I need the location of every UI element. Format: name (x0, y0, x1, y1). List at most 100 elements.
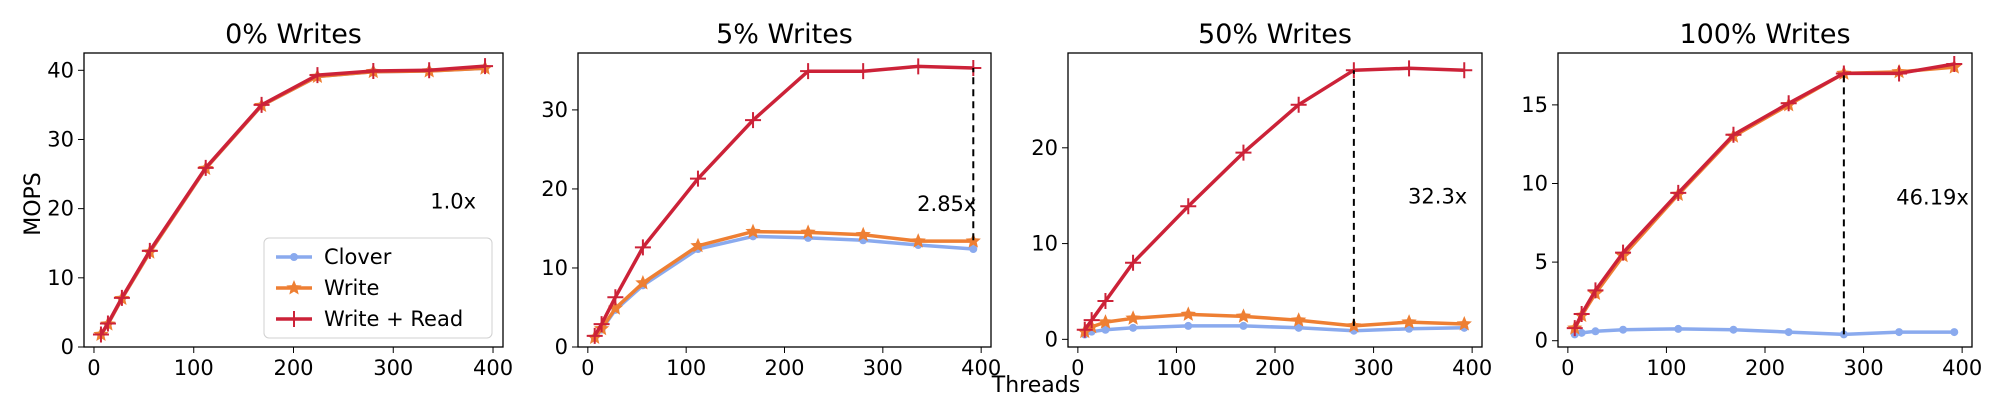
data-point (1573, 305, 1590, 322)
panel-title: 5% Writes (716, 19, 853, 50)
data-point (1615, 244, 1632, 261)
data-point (855, 63, 872, 80)
legend-item: Write (276, 276, 379, 300)
x-tick-label: 400 (473, 356, 513, 380)
x-tick-label: 200 (764, 356, 804, 380)
data-point (1784, 328, 1793, 337)
y-tick-label: 0 (555, 335, 568, 359)
data-point (965, 233, 981, 248)
series-write-read (1566, 56, 1963, 337)
plot-frame (1067, 52, 1483, 348)
data-point (1129, 323, 1138, 332)
x-axis-label: Threads (991, 373, 1080, 398)
data-point (1577, 328, 1586, 337)
panel-2: 5% Writes 0 100 200 300 400 0 10 20 30 2.85x (541, 19, 1001, 380)
y-tick-label: 40 (47, 58, 74, 82)
y-tick-label: 10 (1031, 232, 1058, 256)
speedup-annotation: 32.3x (1408, 185, 1467, 209)
x-tick-label: 100 (1646, 356, 1686, 380)
y-tick-label: 15 (1521, 93, 1548, 117)
x-tick-label: 200 (1255, 356, 1295, 380)
x-tick-label: 300 (1844, 356, 1884, 380)
legend: Clover Write Write + Read (263, 237, 493, 339)
data-point (910, 58, 927, 75)
data-point (965, 60, 982, 77)
data-point (1097, 314, 1114, 329)
x-tick-label: 0 (87, 356, 100, 380)
x-tick-label: 400 (961, 356, 1001, 380)
data-point (635, 275, 651, 290)
data-point (1891, 65, 1908, 82)
data-point (99, 315, 116, 332)
y-tick-label: 10 (541, 256, 568, 280)
series-write-read (92, 58, 494, 343)
series-write-read (1076, 60, 1473, 338)
speedup-annotation: 1.0x (430, 190, 476, 214)
data-point (421, 62, 438, 79)
panel-title: 0% Writes (225, 19, 362, 50)
data-point (1235, 144, 1252, 161)
data-point (286, 280, 302, 295)
x-tick-label: 100 (174, 356, 214, 380)
data-point (1456, 316, 1472, 331)
y-tick-label: 30 (541, 98, 568, 122)
data-point (286, 311, 302, 327)
data-point (1946, 56, 1963, 73)
data-point (290, 253, 298, 261)
data-point (1401, 60, 1418, 77)
data-point (1674, 324, 1683, 333)
plot-frame (1557, 52, 1973, 348)
series-line (1084, 324, 1465, 337)
data-point (1184, 321, 1193, 330)
x-tick-label: 200 (273, 356, 313, 380)
series-line (99, 64, 486, 336)
data-point (969, 245, 978, 253)
panel-title: 100% Writes (1679, 19, 1850, 50)
data-point (586, 327, 603, 344)
x-tick-label: 300 (373, 356, 413, 380)
data-point (141, 242, 158, 259)
x-tick-label: 0 (581, 356, 594, 380)
data-point (1566, 320, 1583, 337)
series-clover (1570, 324, 1959, 339)
data-point (1076, 321, 1093, 338)
y-tick-label: 0 (61, 335, 74, 359)
x-tick-label: 100 (666, 356, 706, 380)
legend-item: Clover (276, 245, 392, 269)
y-tick-label: 20 (541, 177, 568, 201)
y-axis-label: MOPS (21, 172, 46, 236)
data-point (1083, 312, 1100, 329)
series-line (593, 229, 974, 339)
legend-label: Write + Read (324, 307, 463, 331)
data-point (1235, 308, 1252, 323)
data-point (253, 96, 270, 113)
legend-item: Write + Read (276, 307, 463, 331)
y-tick-label: 10 (1521, 171, 1548, 195)
y-tick-label: 5 (1535, 250, 1548, 274)
series-line (593, 234, 974, 339)
data-point (690, 237, 706, 253)
data-point (593, 316, 610, 333)
data-point (1125, 254, 1142, 271)
x-tick-label: 0 (1071, 356, 1084, 380)
data-point (1780, 95, 1797, 112)
data-point (1291, 312, 1307, 327)
data-point (910, 233, 926, 248)
data-point (1097, 293, 1114, 310)
x-tick-label: 0 (1561, 356, 1574, 380)
x-tick-label: 300 (863, 356, 903, 380)
data-point (1591, 327, 1600, 336)
legend-label: Write (324, 276, 379, 300)
panel-1: 0% Writes 0 100 200 300 400 0 10 20 30 40 1.0x Clove… (47, 19, 513, 380)
y-tick-label: 20 (1031, 136, 1058, 160)
panel-4: 100% Writes 0 100 200 300 400 0 5 10 15 46.19x (1521, 19, 1982, 380)
data-point (197, 159, 214, 176)
data-point (1101, 325, 1110, 334)
series-clover (590, 232, 978, 342)
data-point (689, 170, 706, 187)
data-point (1239, 321, 1248, 330)
x-tick-label: 200 (1745, 356, 1785, 380)
data-point (1456, 62, 1473, 79)
data-point (365, 62, 382, 79)
